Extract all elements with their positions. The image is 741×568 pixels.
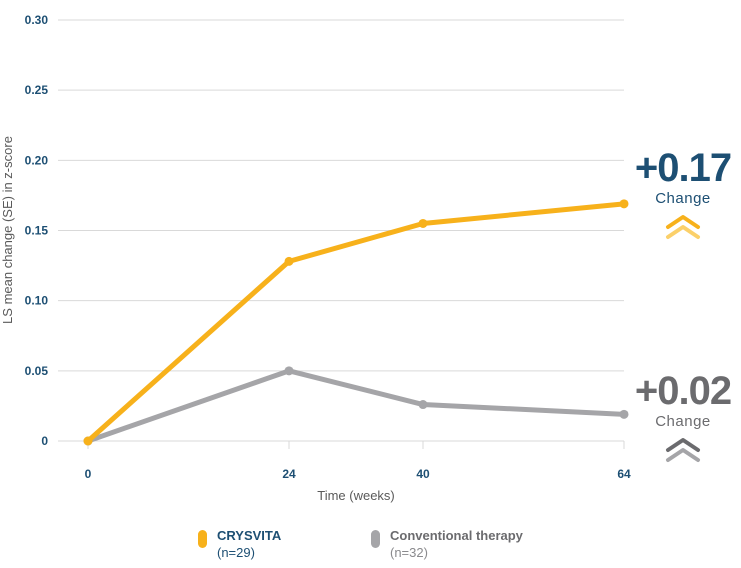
y-tick-label: 0.20 (25, 153, 49, 167)
legend-crysvita-n: (n=29) (217, 545, 255, 560)
legend-conventional-n: (n=32) (390, 545, 428, 560)
y-tick-label: 0.15 (25, 224, 49, 238)
conventional-callout: +0.02 Change (628, 371, 738, 464)
data-point-crysvita (284, 256, 294, 266)
y-tick-labels: 0.30 0.25 0.20 0.15 0.10 0.05 0 (25, 13, 49, 448)
crysvita-swatch (198, 530, 207, 548)
y-tick-label: 0.30 (25, 13, 49, 27)
x-tick-label: 40 (416, 467, 430, 481)
crysvita-change-value: +0.17 (634, 146, 732, 190)
x-tick-label: 24 (282, 467, 296, 481)
data-point-crysvita (418, 218, 428, 228)
legend-crysvita-name: CRYSVITA (217, 528, 282, 543)
x-tick-label: 0 (85, 467, 92, 481)
double-chevron-up-icon (666, 438, 700, 462)
series-group (83, 199, 629, 446)
series-line-crysvita (85, 201, 627, 444)
data-point-conventional (284, 366, 294, 376)
data-point-crysvita (83, 436, 93, 446)
legend-item-conventional: Conventional therapy (n=32) (371, 528, 523, 560)
double-chevron-up-icon (666, 215, 700, 239)
conventional-swatch (371, 530, 380, 548)
y-axis-label: LS mean change (SE) in z-score (0, 136, 15, 324)
y-tick-label: 0 (41, 434, 48, 448)
conventional-change-value: +0.02 (634, 369, 732, 413)
legend-conventional-name: Conventional therapy (390, 528, 523, 543)
x-tick-labels: 0 24 40 64 (85, 467, 631, 481)
data-point-conventional (418, 400, 428, 410)
crysvita-callout: +0.17 Change (628, 148, 738, 241)
grid-lines (58, 19, 625, 449)
data-point-conventional (619, 409, 629, 419)
x-tick-label: 64 (617, 467, 631, 481)
data-point-crysvita (619, 199, 629, 209)
x-axis-label: Time (weeks) (317, 488, 395, 503)
y-tick-label: 0.05 (25, 364, 49, 378)
y-tick-label: 0.10 (25, 294, 49, 308)
y-tick-label: 0.25 (25, 83, 49, 97)
series-line-conventional (85, 368, 627, 444)
legend-item-crysvita: CRYSVITA (n=29) (198, 528, 281, 560)
crysvita-change-label: Change (655, 190, 711, 207)
conventional-change-label: Change (655, 413, 711, 430)
